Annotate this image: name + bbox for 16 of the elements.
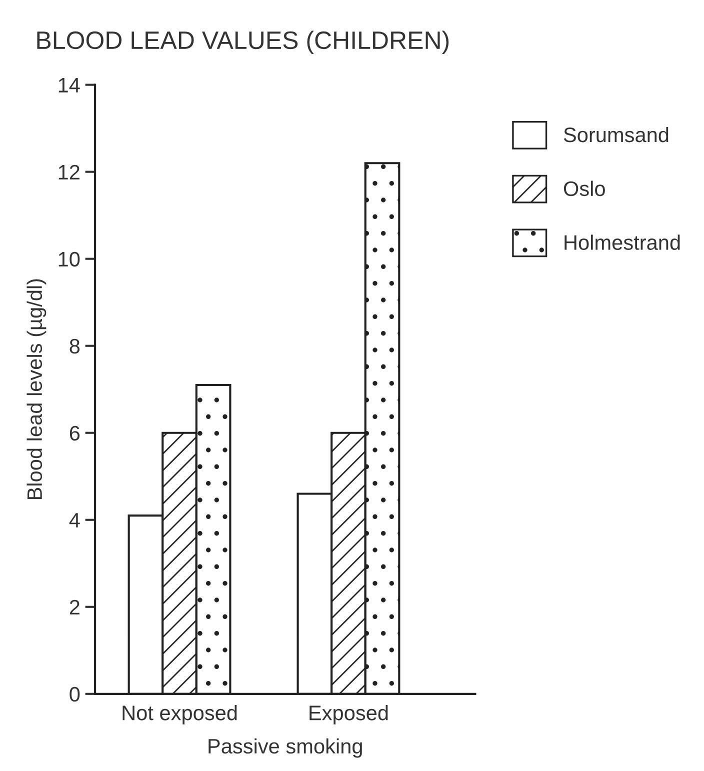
chart-title: BLOOD LEAD VALUES (CHILDREN) [37,30,449,54]
y-tick-label: 0 [70,686,80,702]
x-tick-label: Not exposed [122,705,237,724]
y-tick-label: 10 [58,252,80,267]
legend-label: Sorumsand [564,126,668,142]
y-tick-label: 4 [69,513,80,528]
x-tick-label: Exposed [310,705,388,724]
y-tick-label: 6 [70,426,80,441]
y-axis-title: Blood lead levels (µg/dl) [26,279,46,500]
legend-label: Holmestrand [564,234,680,250]
y-tick-label: 8 [70,338,80,354]
y-tick-label: 12 [58,164,80,180]
y-tick-label: 14 [58,78,80,92]
y-tick-label: 2 [70,600,80,614]
x-axis-title: Passive smoking [208,738,362,758]
legend-label: Oslo [564,180,605,196]
